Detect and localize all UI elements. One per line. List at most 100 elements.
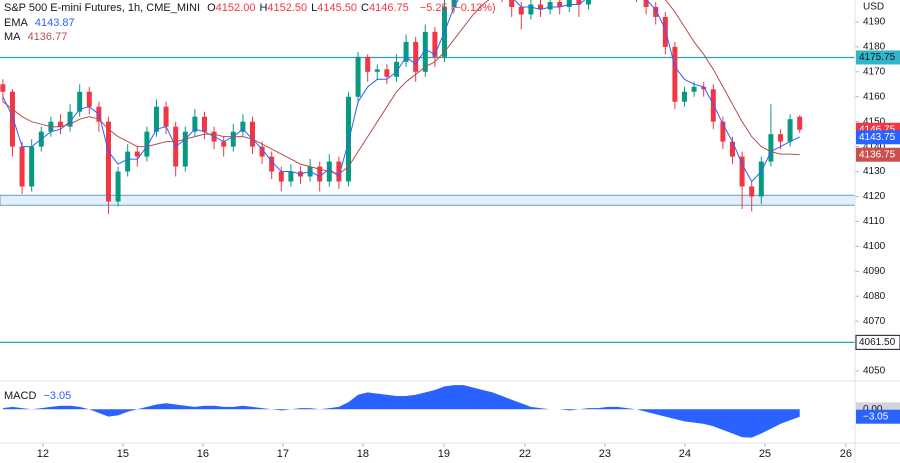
y-tick-label: 4080 (863, 291, 886, 302)
y-tick-label: 4120 (863, 191, 886, 202)
candle-body (221, 141, 227, 147)
y-tick-label: 4050 (863, 366, 886, 377)
candle-body (720, 121, 726, 142)
x-tick-label: 26 (840, 448, 852, 460)
candle-body (432, 31, 438, 57)
candle-body (749, 186, 755, 197)
ema-name: EMA (4, 17, 28, 29)
candle-body (134, 151, 140, 157)
y-tick-label: 4190 (863, 17, 886, 28)
x-tick-label: 25 (759, 448, 771, 460)
candle-body (797, 116, 803, 130)
y-tick-label: 4170 (863, 66, 886, 77)
ohlc-key: L (311, 2, 318, 14)
candle-body (557, 1, 563, 7)
macd-pane (2, 385, 800, 438)
candle-body (422, 31, 428, 72)
x-tick-label: 24 (679, 448, 691, 460)
header: S&P 500 E-mini Futures, 1h, CME_MINI O41… (4, 2, 500, 14)
candle-body (240, 121, 246, 132)
price-label-box (856, 130, 900, 145)
candle-body (739, 156, 745, 187)
level-label-box (855, 334, 900, 350)
x-tick-label: 12 (37, 448, 49, 460)
candle-body (278, 171, 284, 182)
macd-name: MACD (4, 390, 37, 402)
macd-tick-label: 0.00 (863, 404, 883, 415)
candle-body (249, 121, 255, 147)
ohlc-value: 4152.00 (215, 2, 256, 14)
y-tick-label: 4150 (863, 116, 886, 127)
macd-legend: MACD −3.05 (4, 390, 75, 402)
level-label-box (856, 50, 900, 65)
candle-body (345, 96, 351, 182)
macd-current-label: −3.05 (863, 411, 889, 422)
candle-body (413, 41, 419, 72)
price-label: 4136.75 (859, 149, 896, 160)
x-tick-label: 23 (599, 448, 611, 460)
candle-body (9, 91, 15, 147)
candle-body (125, 151, 131, 172)
axes: 4050406040704080409041004110412041304140… (37, 17, 900, 460)
candle-body (509, 0, 515, 7)
currency: USD (863, 2, 884, 13)
candle-body (778, 134, 784, 142)
candle-body (374, 69, 380, 72)
candle-body (259, 146, 265, 157)
y-tick-label: 4100 (863, 241, 886, 252)
candle-body (19, 146, 25, 187)
candle-body (537, 4, 543, 10)
candle-body (269, 156, 275, 172)
candle-body (317, 166, 323, 182)
x-tick-label: 22 (519, 448, 531, 460)
ohlc-value: 4152.50 (267, 2, 308, 14)
candle-body (230, 131, 236, 147)
candle-body (144, 131, 150, 157)
candle-body (672, 46, 678, 102)
candle-body (393, 61, 399, 77)
y-tick-label: 4110 (863, 216, 885, 227)
symbol-title: S&P 500 E-mini Futures, 1h, CME_MINI (4, 2, 201, 14)
candle-body (384, 69, 390, 77)
indicator-line (2, 0, 800, 183)
candle-body (153, 106, 159, 132)
candle-body (86, 91, 92, 107)
indicator-line (2, 0, 800, 175)
candle-body (57, 121, 63, 127)
change: −5.25 (−0.13%) (419, 2, 496, 14)
ohlc: O4152.00 H4152.50 L4145.50 C4146.75 (207, 2, 413, 14)
candle-body (365, 56, 371, 72)
y-tick-label: 4160 (863, 91, 886, 102)
candle-body (288, 171, 294, 182)
x-tick-label: 18 (357, 448, 369, 460)
x-tick-label: 19 (438, 448, 450, 460)
candle-body (29, 146, 35, 187)
candle-body (681, 91, 687, 102)
ohlc-key: H (259, 2, 268, 14)
candle-body (691, 86, 697, 92)
price-pane (0, 0, 855, 343)
ohlc-key: O (207, 2, 216, 14)
candle-body (355, 56, 361, 97)
candle-body (662, 16, 668, 47)
candle-body (758, 161, 764, 197)
candle-body (701, 86, 707, 90)
ohlc-value: 4146.75 (369, 2, 409, 14)
level-label: 4175.75 (859, 52, 896, 63)
ohlc-key: C (361, 2, 369, 14)
y-tick-label: 4130 (863, 166, 886, 177)
ema-legend: EMA 4143.87 (4, 17, 79, 29)
candle-body (336, 161, 342, 182)
candle-body (67, 111, 73, 127)
ma-legend: MA 4136.77 (4, 31, 71, 43)
level-label: 4061.50 (859, 337, 896, 348)
x-tick-label: 17 (277, 448, 289, 460)
y-tick-label: 4090 (863, 266, 886, 277)
candle-body (710, 89, 716, 122)
candle-body (201, 116, 207, 132)
ma-name: MA (4, 31, 21, 43)
candle-body (585, 0, 591, 5)
x-tick-label: 15 (117, 448, 129, 460)
candle-body (192, 116, 198, 132)
